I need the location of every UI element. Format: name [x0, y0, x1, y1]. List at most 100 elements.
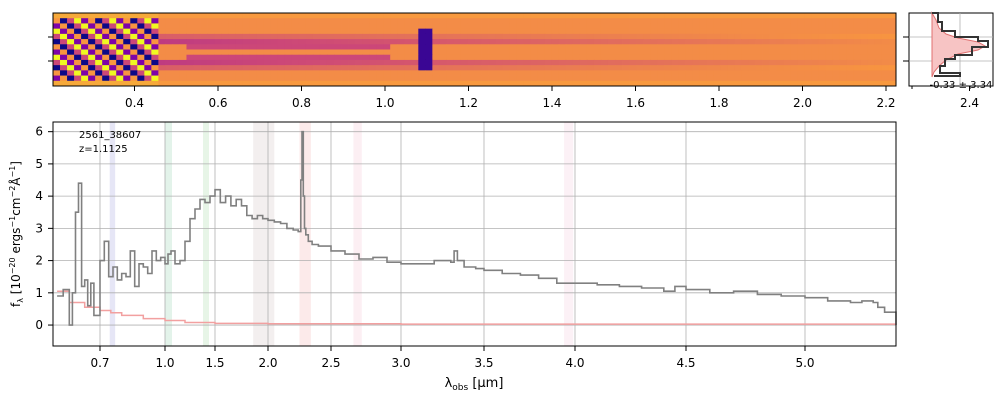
heatmap-cell	[558, 59, 567, 66]
heatmap-cell	[200, 54, 208, 61]
heatmap-cell	[446, 75, 454, 82]
heatmap-cell	[432, 49, 440, 56]
heatmap-cell	[600, 65, 609, 71]
heatmap-cell	[818, 28, 827, 35]
heatmap-cell	[102, 65, 110, 71]
heatmap-cell	[846, 39, 855, 45]
heatmap-cell	[102, 28, 110, 35]
heatmap-cell	[53, 18, 61, 24]
heatmap-cell	[797, 39, 806, 45]
heatmap-cell	[643, 39, 651, 45]
heatmap-cell	[355, 44, 363, 50]
heatmap-cell	[657, 13, 665, 19]
heatmap-cell	[305, 23, 314, 30]
heatmap-cell	[544, 65, 553, 71]
heatmap-cell	[172, 33, 180, 40]
heatmap-cell	[881, 39, 890, 45]
heatmap-cell	[783, 33, 792, 40]
heatmap-cell	[874, 44, 883, 50]
heatmap-cell	[326, 13, 335, 19]
heatmap-cell	[537, 70, 546, 76]
heatmap-cell	[151, 28, 159, 35]
heatmap-cell	[664, 28, 672, 35]
heatmap-cell	[326, 70, 335, 76]
heatmap-cell	[439, 65, 447, 71]
heatmap-cell	[81, 49, 89, 56]
heatmap-cell	[418, 75, 426, 82]
heatmap-cell	[130, 75, 138, 82]
heatmap-cell	[839, 18, 848, 24]
heatmap-cell	[200, 13, 208, 19]
heatmap-cell	[502, 23, 511, 30]
heatmap-cell	[615, 23, 623, 30]
heatmap-cell	[453, 70, 461, 76]
heatmap-cell	[179, 49, 187, 56]
heatmap-cell	[685, 80, 693, 87]
heatmap-cell	[263, 18, 272, 24]
heatmap-cell	[334, 49, 342, 56]
heatmap-cell	[341, 28, 349, 35]
heatmap-cell	[369, 39, 377, 45]
line-band	[203, 122, 209, 346]
heatmap-cell	[727, 59, 735, 66]
heatmap-cell	[846, 44, 855, 50]
heatmap-cell	[881, 75, 890, 82]
heatmap-cell	[74, 39, 82, 45]
heatmap-cell	[593, 80, 602, 87]
heatmap-cell	[348, 75, 356, 82]
heatmap-cell	[727, 23, 735, 30]
heatmap-cell	[565, 39, 574, 45]
heatmap-cell	[291, 44, 300, 50]
heatmap-cell	[334, 28, 342, 35]
heatmap-cell	[657, 75, 665, 82]
heatmap-cell	[727, 54, 735, 61]
heatmap-cell	[242, 70, 251, 76]
heatmap-cell	[60, 59, 68, 66]
heatmap-cell	[418, 54, 426, 61]
heatmap-cell	[130, 18, 138, 24]
heatmap-cell	[558, 18, 567, 24]
heatmap-cell	[67, 54, 75, 61]
heatmap-cell	[95, 49, 103, 56]
heatmap-cell	[776, 44, 785, 50]
heatmap-cell	[474, 70, 482, 76]
heatmap-cell	[565, 59, 574, 66]
heatmap-cell	[523, 65, 532, 71]
heatmap-cell	[509, 49, 518, 56]
heatmap-cell	[228, 13, 237, 19]
heatmap-cell	[481, 54, 489, 61]
heatmap-cell	[551, 59, 560, 66]
heatmap-cell	[551, 49, 560, 56]
heatmap-cell	[671, 59, 679, 66]
heatmap-cell	[888, 23, 897, 30]
heatmap-cell	[151, 13, 159, 19]
heatmap-cell	[221, 44, 230, 50]
heatmap-cell	[404, 13, 412, 19]
heatmap-cell	[593, 49, 602, 56]
heatmap-cell	[404, 75, 412, 82]
heatmap-cell	[242, 75, 251, 82]
heatmap-cell	[172, 13, 180, 19]
heatmap-cell	[137, 75, 145, 82]
heatmap-cell	[193, 23, 201, 30]
heatmap-cell	[678, 49, 686, 56]
heatmap-cell	[502, 18, 511, 24]
heatmap-cell	[411, 33, 419, 40]
heatmap-cell	[657, 59, 665, 66]
heatmap-cell	[137, 39, 145, 45]
heatmap-cell	[200, 65, 208, 71]
heatmap-cell	[874, 28, 883, 35]
heatmap-cell	[221, 49, 230, 56]
heatmap-cell	[678, 39, 686, 45]
heatmap-cell	[60, 33, 68, 40]
heatmap-cell	[256, 18, 265, 24]
heatmap-cell	[284, 80, 293, 87]
heatmap-cell	[284, 44, 293, 50]
heatmap-cell	[671, 33, 679, 40]
heatmap-cell	[615, 18, 623, 24]
heatmap-cell	[699, 49, 707, 56]
heatmap-cell	[221, 33, 230, 40]
heatmap-cell	[720, 49, 728, 56]
heatmap-cell	[144, 70, 152, 76]
y-tick-label: 0	[35, 318, 43, 332]
